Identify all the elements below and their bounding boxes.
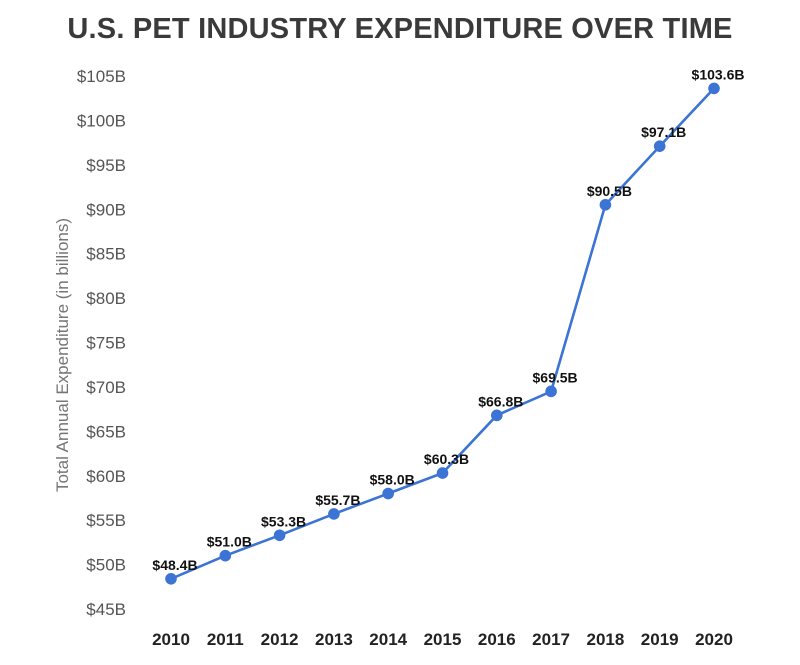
data-point [328, 508, 340, 520]
chart-title: U.S. PET INDUSTRY EXPENDITURE OVER TIME [67, 13, 732, 45]
y-tick-label: $90B [86, 200, 126, 219]
data-label: $55.7B [315, 492, 360, 508]
y-tick-label: $100B [77, 111, 126, 130]
data-point [273, 529, 286, 542]
y-tick-label: $85B [86, 245, 126, 264]
data-point [599, 199, 612, 211]
x-tick-label: 2012 [261, 630, 299, 649]
data-point [545, 385, 557, 398]
y-tick-label: $50B [86, 556, 126, 575]
data-label: $90.5B [587, 183, 632, 199]
y-tick-label: $95B [86, 156, 126, 175]
data-label: $53.3B [261, 513, 306, 529]
x-tick-label: 2020 [695, 630, 733, 649]
series-line [169, 87, 716, 581]
data-point [165, 572, 177, 585]
y-tick-label: $70B [86, 378, 126, 397]
data-label: $103.6B [692, 66, 745, 82]
data-label: $60.3B [424, 451, 469, 467]
x-tick-label: 2018 [586, 630, 624, 649]
series-total-expenditure [165, 82, 720, 585]
y-tick-label: $60B [86, 467, 126, 486]
y-tick-label: $75B [86, 334, 126, 353]
y-tick-label: $65B [86, 422, 126, 441]
x-tick-label: 2016 [478, 630, 516, 649]
x-tick-label: 2015 [424, 630, 462, 649]
y-tick-label: $45B [86, 600, 126, 619]
data-label: $58.0B [370, 472, 415, 488]
x-tick-label: 2010 [152, 630, 190, 649]
data-label: $48.4B [152, 557, 197, 573]
data-point [653, 140, 666, 152]
x-tick-label: 2013 [315, 630, 353, 649]
y-tick-label: $55B [86, 511, 126, 530]
data-point [491, 409, 503, 422]
data-point [382, 487, 395, 500]
y-tick-label: $80B [86, 289, 126, 308]
y-axis-ticks: $45B $50B $55B $60B $65B $70B $75B $80B $85B $90B… [77, 67, 126, 619]
y-tick-label: $105B [77, 67, 126, 86]
x-tick-label: 2014 [369, 630, 407, 649]
data-point [436, 467, 449, 479]
x-tick-label: 2017 [532, 630, 570, 649]
x-tick-label: 2011 [207, 630, 244, 649]
data-label: $51.0B [207, 534, 252, 550]
data-point [708, 82, 720, 95]
data-label: $66.8B [478, 393, 523, 409]
data-label: $97.1B [641, 124, 686, 140]
y-axis-label: Total Annual Expenditure (in billions) [53, 218, 72, 492]
x-axis-ticks: 2010 2011 2012 2013 2014 2015 2016 2017 2018 2019… [152, 630, 733, 649]
data-point [219, 549, 232, 562]
data-labels: $48.4B $51.0B $53.3B $55.7B $58.0B $60.3B $66.… [152, 66, 744, 572]
data-label: $69.5B [533, 369, 578, 385]
x-tick-label: 2019 [641, 630, 679, 649]
